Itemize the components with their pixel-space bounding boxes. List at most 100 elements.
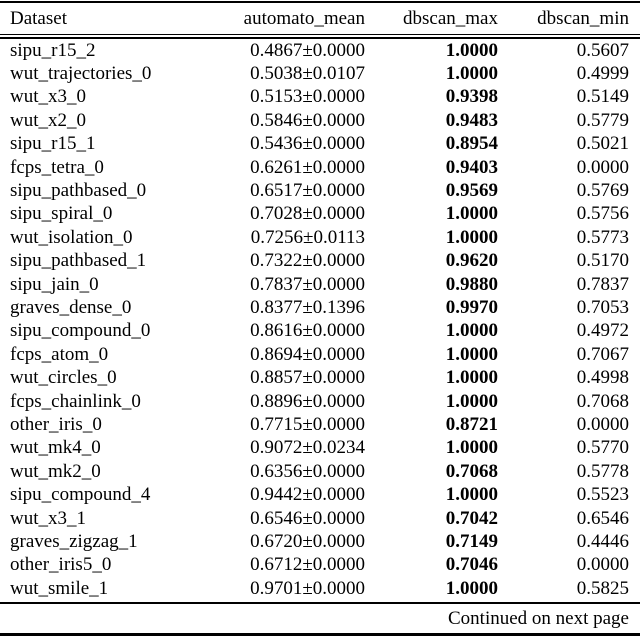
table-row: wut_x3_1 0.6546±0.0000 0.7042 0.6546 <box>0 507 640 530</box>
dbscan-min-cell: 0.4446 <box>576 530 629 552</box>
automato-mean-cell: 0.6546±0.0000 <box>250 507 365 529</box>
table-row: sipu_pathbased_1 0.7322±0.0000 0.9620 0.517… <box>0 250 640 273</box>
dbscan-max-cell: 0.9970 <box>445 296 498 318</box>
dbscan-min-cell: 0.5170 <box>576 250 629 272</box>
dbscan-max-cell: 0.9403 <box>445 156 498 178</box>
dataset-cell: other_iris5_0 <box>10 554 112 576</box>
dbscan-max-cell: 0.7149 <box>445 530 498 552</box>
dbscan-min-cell: 0.5607 <box>576 39 629 61</box>
automato-mean-cell: 0.9072±0.0234 <box>250 437 365 459</box>
table-row: wut_x2_0 0.5846±0.0000 0.9483 0.5779 <box>0 109 640 132</box>
dbscan-min-cell: 0.5756 <box>576 203 629 225</box>
results-table-body: sipu_r15_2 0.4867±0.0000 1.0000 0.5607 wut_t… <box>0 39 640 600</box>
column-header-dbscan-min: dbscan_min <box>537 7 629 29</box>
dataset-cell: sipu_jain_0 <box>10 273 99 295</box>
dbscan-min-cell: 0.5778 <box>576 460 629 482</box>
dataset-cell: wut_x3_1 <box>10 507 86 529</box>
automato-mean-cell: 0.5846±0.0000 <box>250 109 365 131</box>
dbscan-min-cell: 0.4999 <box>576 63 629 85</box>
automato-mean-cell: 0.8694±0.0000 <box>250 343 365 365</box>
automato-mean-cell: 0.8616±0.0000 <box>250 320 365 342</box>
column-header-dataset: Dataset <box>10 7 67 29</box>
table-row: other_iris5_0 0.6712±0.0000 0.7046 0.0000 <box>0 554 640 577</box>
table-row: graves_dense_0 0.8377±0.1396 0.9970 0.7053 <box>0 296 640 319</box>
dbscan-min-cell: 0.4972 <box>576 320 629 342</box>
dbscan-min-cell: 0.7067 <box>576 343 629 365</box>
dbscan-max-cell: 1.0000 <box>445 226 498 248</box>
table-row: sipu_compound_4 0.9442±0.0000 1.0000 0.5523 <box>0 483 640 506</box>
column-header-dbscan-max: dbscan_max <box>403 7 498 29</box>
dbscan-min-cell: 0.7837 <box>576 273 629 295</box>
dbscan-min-cell: 0.4998 <box>576 367 629 389</box>
table-row: wut_smile_1 0.9701±0.0000 1.0000 0.5825 <box>0 577 640 600</box>
dbscan-max-cell: 1.0000 <box>445 343 498 365</box>
horizontal-rule-top <box>0 1 640 3</box>
dbscan-max-cell: 1.0000 <box>445 484 498 506</box>
dataset-cell: sipu_pathbased_0 <box>10 180 147 202</box>
table-row: fcps_atom_0 0.8694±0.0000 1.0000 0.7067 <box>0 343 640 366</box>
automato-mean-cell: 0.7256±0.0113 <box>250 226 365 248</box>
dataset-cell: sipu_compound_0 <box>10 320 151 342</box>
automato-mean-cell: 0.6356±0.0000 <box>250 460 365 482</box>
dbscan-min-cell: 0.0000 <box>576 554 629 576</box>
table-row: fcps_tetra_0 0.6261±0.0000 0.9403 0.0000 <box>0 156 640 179</box>
automato-mean-cell: 0.5436±0.0000 <box>250 133 365 155</box>
dbscan-min-cell: 0.5149 <box>576 86 629 108</box>
dbscan-max-cell: 0.8721 <box>445 413 498 435</box>
table-row: sipu_r15_2 0.4867±0.0000 1.0000 0.5607 <box>0 39 640 62</box>
table-row: wut_mk2_0 0.6356±0.0000 0.7068 0.5778 <box>0 460 640 483</box>
table-row: sipu_compound_0 0.8616±0.0000 1.0000 0.4972 <box>0 320 640 343</box>
dataset-cell: fcps_atom_0 <box>10 343 109 365</box>
dbscan-max-cell: 1.0000 <box>445 203 498 225</box>
dataset-cell: fcps_tetra_0 <box>10 156 104 178</box>
table-row: sipu_r15_1 0.5436±0.0000 0.8954 0.5021 <box>0 133 640 156</box>
automato-mean-cell: 0.5153±0.0000 <box>250 86 365 108</box>
dataset-cell: other_iris_0 <box>10 413 102 435</box>
table-row: wut_x3_0 0.5153±0.0000 0.9398 0.5149 <box>0 86 640 109</box>
dataset-cell: graves_dense_0 <box>10 296 132 318</box>
dataset-cell: sipu_compound_4 <box>10 484 151 506</box>
dbscan-max-cell: 0.9398 <box>445 86 498 108</box>
dataset-cell: sipu_r15_2 <box>10 39 96 61</box>
dbscan-min-cell: 0.7053 <box>576 296 629 318</box>
dbscan-min-cell: 0.0000 <box>576 156 629 178</box>
dbscan-min-cell: 0.5825 <box>576 577 629 599</box>
horizontal-rule-bottom <box>0 633 640 637</box>
automato-mean-cell: 0.5038±0.0107 <box>250 63 365 85</box>
dataset-cell: wut_mk2_0 <box>10 460 101 482</box>
horizontal-rule-above-footer <box>0 602 640 605</box>
dbscan-max-cell: 1.0000 <box>445 437 498 459</box>
dataset-cell: sipu_pathbased_1 <box>10 250 147 272</box>
automato-mean-cell: 0.6261±0.0000 <box>250 156 365 178</box>
dbscan-min-cell: 0.5523 <box>576 484 629 506</box>
table-row: fcps_chainlink_0 0.8896±0.0000 1.0000 0.706… <box>0 390 640 413</box>
dataset-cell: sipu_r15_1 <box>10 133 96 155</box>
table-row: wut_circles_0 0.8857±0.0000 1.0000 0.4998 <box>0 366 640 389</box>
automato-mean-cell: 0.7837±0.0000 <box>250 273 365 295</box>
table-row: wut_trajectories_0 0.5038±0.0107 1.0000 0.4… <box>0 62 640 85</box>
dbscan-min-cell: 0.5779 <box>576 109 629 131</box>
dataset-cell: wut_circles_0 <box>10 367 117 389</box>
dataset-cell: sipu_spiral_0 <box>10 203 113 225</box>
dataset-cell: wut_isolation_0 <box>10 226 133 248</box>
results-table-header: Dataset automato_mean dbscan_max dbscan_… <box>0 3 640 34</box>
table-row: graves_zigzag_1 0.6720±0.0000 0.7149 0.4446 <box>0 530 640 553</box>
automato-mean-cell: 0.6517±0.0000 <box>250 180 365 202</box>
dbscan-max-cell: 1.0000 <box>445 577 498 599</box>
automato-mean-cell: 0.6720±0.0000 <box>250 530 365 552</box>
dbscan-min-cell: 0.7068 <box>576 390 629 412</box>
dbscan-min-cell: 0.6546 <box>576 507 629 529</box>
table-row: sipu_spiral_0 0.7028±0.0000 1.0000 0.5756 <box>0 203 640 226</box>
dbscan-max-cell: 0.7068 <box>445 460 498 482</box>
dataset-cell: wut_x2_0 <box>10 109 86 131</box>
automato-mean-cell: 0.7715±0.0000 <box>250 413 365 435</box>
dataset-cell: wut_x3_0 <box>10 86 86 108</box>
automato-mean-cell: 0.4867±0.0000 <box>250 39 365 61</box>
automato-mean-cell: 0.8377±0.1396 <box>250 296 365 318</box>
dataset-cell: wut_trajectories_0 <box>10 63 152 85</box>
table-row: other_iris_0 0.7715±0.0000 0.8721 0.0000 <box>0 413 640 436</box>
dbscan-max-cell: 0.9569 <box>445 180 498 202</box>
dbscan-min-cell: 0.5769 <box>576 180 629 202</box>
dbscan-max-cell: 1.0000 <box>445 63 498 85</box>
